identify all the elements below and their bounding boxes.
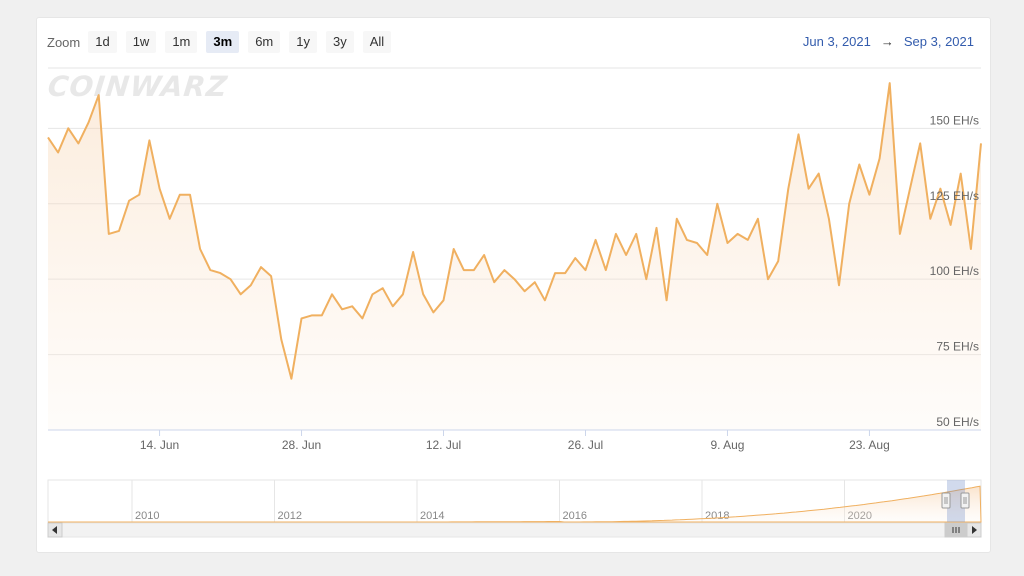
zoom-label: Zoom [47, 34, 81, 50]
navigator: 201020122014201620182020 [47, 479, 982, 523]
y-tick-label: 125 EH/s [930, 189, 979, 203]
x-tick-label: 26. Jul [568, 438, 603, 452]
zoom-button-1d[interactable]: 1d [88, 31, 117, 53]
zoom-button-3m[interactable]: 3m [206, 31, 240, 53]
navigator-year-label: 2016 [563, 510, 587, 522]
zoom-button-3y[interactable]: 3y [325, 31, 354, 53]
y-tick-label: 100 EH/s [930, 264, 979, 278]
zoom-button-1m[interactable]: 1m [165, 31, 198, 53]
range-to[interactable]: Sep 3, 2021 [903, 34, 974, 49]
x-tick-label: 23. Aug [849, 438, 890, 452]
x-tick-label: 28. Jun [282, 438, 321, 452]
x-tick-label: 12. Jul [426, 438, 461, 452]
zoom-button-1y[interactable]: 1y [289, 31, 317, 53]
chart-container: Zoom 1d 1w 1m 3m 6m 1y 3y All Jun 3, 202… [36, 17, 991, 553]
navigator-selection[interactable] [947, 480, 965, 522]
y-axis-labels: 50 EH/s 75 EH/s 100 EH/s 125 EH/s 150 EH/s [930, 113, 979, 429]
chevron-right-icon [972, 526, 977, 534]
x-axis-labels: 14. Jun 28. Jun 12. Jul 26. Jul 9. Aug 23. Au… [140, 430, 890, 452]
zoom-button-all[interactable]: All [362, 31, 392, 53]
series-area [48, 83, 981, 430]
date-range: Jun 3, 2021 → Sep 3, 2021 [803, 34, 974, 49]
zoom-bar: Zoom 1d 1w 1m 3m 6m 1y 3y All [47, 31, 400, 53]
scrollbar[interactable] [47, 522, 982, 538]
navigator-handle-right[interactable] [960, 492, 970, 509]
y-tick-label: 75 EH/s [936, 340, 979, 354]
zoom-button-1w[interactable]: 1w [125, 31, 157, 53]
scrollbar-track[interactable] [47, 522, 982, 538]
y-tick-label: 150 EH/s [930, 113, 979, 127]
x-tick-label: 9. Aug [710, 438, 744, 452]
navigator-area [48, 485, 982, 523]
series-line [47, 82, 982, 380]
range-arrow-icon: → [880, 34, 894, 49]
navigator-handle-left[interactable] [941, 492, 951, 509]
x-tick-label: 14. Jun [140, 438, 179, 452]
chevron-left-icon [52, 526, 57, 534]
navigator-year-label: 2010 [135, 510, 159, 522]
navigator-year-label: 2012 [278, 510, 302, 522]
zoom-button-6m[interactable]: 6m [248, 31, 281, 53]
navigator-year-label: 2014 [420, 510, 444, 522]
y-tick-label: 50 EH/s [936, 415, 979, 429]
chart-svg: 50 EH/s 75 EH/s 100 EH/s 125 EH/s 150 EH/s 1… [47, 67, 982, 538]
range-from[interactable]: Jun 3, 2021 [802, 34, 871, 49]
